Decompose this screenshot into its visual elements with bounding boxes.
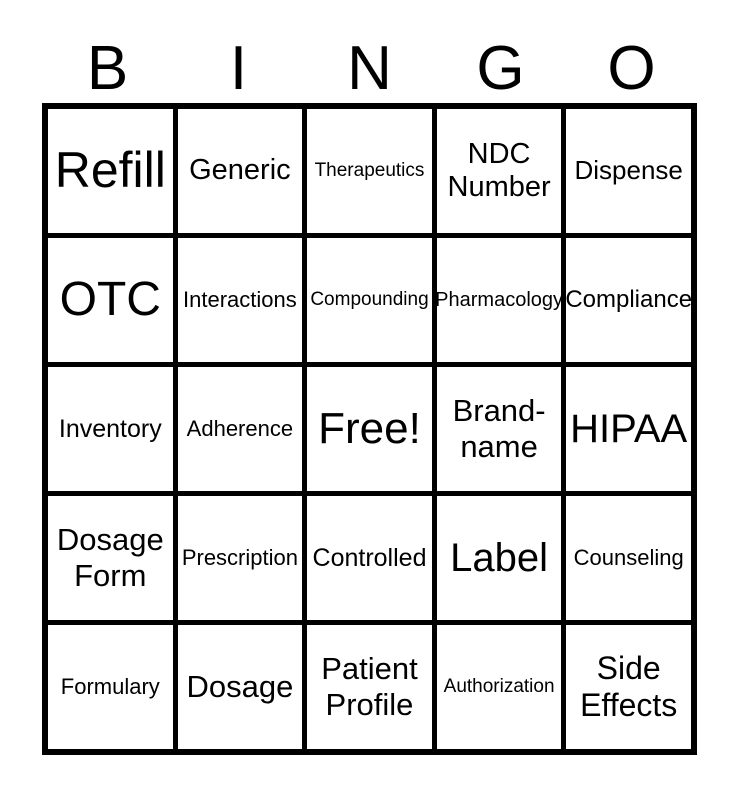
bingo-cell[interactable]: Prescription: [177, 496, 303, 620]
bingo-cell[interactable]: OTC: [48, 238, 173, 362]
bingo-cell[interactable]: Compounding: [307, 238, 432, 362]
bingo-cell[interactable]: Pharmacology: [436, 238, 562, 362]
bingo-cell[interactable]: Compliance: [566, 238, 691, 362]
bingo-cell[interactable]: Dosage: [177, 625, 303, 749]
bingo-letter-g: G: [476, 34, 525, 103]
bingo-cell[interactable]: Patient Profile: [307, 625, 432, 749]
bingo-cell-free-space[interactable]: Free!: [307, 367, 432, 491]
bingo-cell[interactable]: Formulary: [48, 625, 173, 749]
bingo-grid: Refill Generic Therapeutics NDC Number D…: [42, 103, 697, 755]
bingo-cell[interactable]: Inventory: [48, 367, 173, 491]
bingo-cell[interactable]: Authorization: [436, 625, 562, 749]
bingo-cell[interactable]: Refill: [48, 109, 173, 233]
bingo-cell[interactable]: Generic: [177, 109, 303, 233]
bingo-cell[interactable]: Controlled: [307, 496, 432, 620]
bingo-cell[interactable]: Side Effects: [566, 625, 691, 749]
bingo-letter-o: O: [607, 34, 656, 103]
bingo-letter-i: I: [229, 34, 248, 103]
bingo-cell[interactable]: Adherence: [177, 367, 303, 491]
bingo-cell[interactable]: Dispense: [566, 109, 691, 233]
bingo-letter-b: B: [86, 34, 129, 103]
bingo-cell[interactable]: Label: [436, 496, 562, 620]
bingo-header: B I N G O: [42, 34, 697, 103]
bingo-cell[interactable]: Counseling: [566, 496, 691, 620]
bingo-cell[interactable]: Dosage Form: [48, 496, 173, 620]
bingo-cell[interactable]: HIPAA: [566, 367, 691, 491]
bingo-cell[interactable]: Interactions: [177, 238, 303, 362]
bingo-letter-n: N: [347, 34, 392, 103]
bingo-cell[interactable]: Therapeutics: [307, 109, 432, 233]
bingo-cell[interactable]: Brand-name: [436, 367, 562, 491]
bingo-cell[interactable]: NDC Number: [436, 109, 562, 233]
